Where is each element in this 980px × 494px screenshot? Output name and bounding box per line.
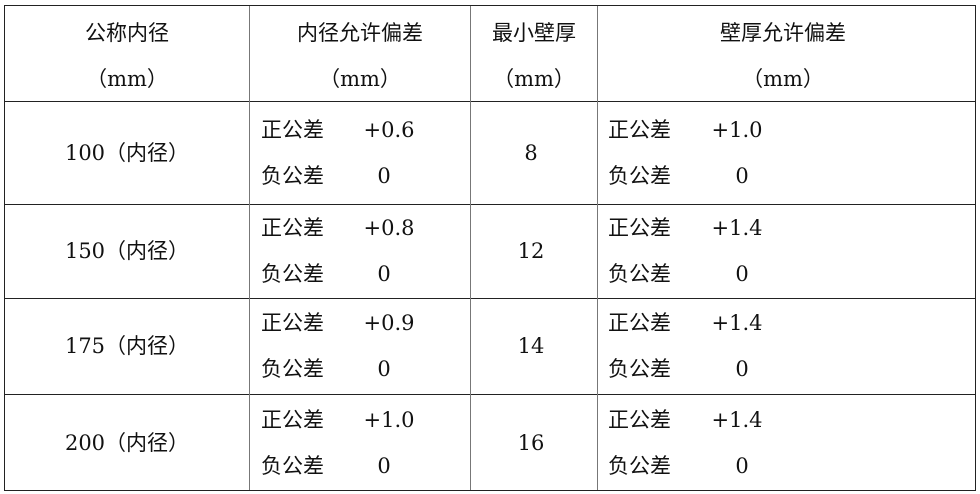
inner-diameter-positive-tolerance: +0.6	[363, 117, 415, 142]
minimum-wall-thickness: 12	[517, 239, 545, 263]
negative-tolerance-label: 负公差	[261, 357, 324, 381]
negative-tolerance-label: 负公差	[608, 454, 671, 478]
negative-tolerance-label: 负公差	[261, 454, 324, 478]
positive-tolerance-label: 正公差	[608, 117, 671, 142]
wall-positive-tolerance: +1.0	[711, 117, 763, 142]
wall-positive-tolerance: +1.4	[711, 311, 763, 335]
row-divider	[5, 204, 975, 205]
minimum-wall-thickness: 14	[517, 334, 545, 358]
inner-diameter-negative-tolerance: 0	[377, 262, 391, 286]
positive-tolerance-label: 正公差	[261, 117, 324, 142]
wall-negative-tolerance: 0	[735, 454, 749, 478]
row-divider	[5, 101, 975, 102]
inner-diameter-negative-tolerance: 0	[377, 357, 391, 381]
inner-diameter-positive-tolerance: +1.0	[363, 408, 415, 432]
inner-diameter-positive-tolerance: +0.8	[363, 216, 415, 240]
negative-tolerance-label: 负公差	[608, 357, 671, 381]
minimum-wall-thickness: 8	[524, 140, 538, 165]
positive-tolerance-label: 正公差	[261, 311, 324, 335]
positive-tolerance-label: 正公差	[261, 216, 324, 240]
wall-positive-tolerance: +1.4	[711, 408, 763, 432]
header-unit: （mm）	[742, 67, 824, 91]
header-title: 壁厚允许偏差	[720, 21, 846, 45]
nominal-diameter: 200（内径）	[64, 431, 190, 455]
header-title: 最小壁厚	[492, 21, 576, 45]
header-title: 公称内径	[85, 21, 169, 45]
header-unit: （mm）	[493, 67, 575, 91]
negative-tolerance-label: 负公差	[608, 262, 671, 286]
positive-tolerance-label: 正公差	[608, 311, 671, 335]
column-divider	[597, 6, 598, 490]
tolerance-table: 公称内径 （mm） 内径允许偏差 （mm） 最小壁厚 （mm） 壁厚允许偏差 （mm） 100（…	[4, 5, 976, 491]
wall-positive-tolerance: +1.4	[711, 216, 763, 240]
inner-diameter-positive-tolerance: +0.9	[363, 311, 415, 335]
inner-diameter-negative-tolerance: 0	[377, 163, 391, 188]
negative-tolerance-label: 负公差	[608, 163, 671, 188]
column-divider	[249, 6, 250, 490]
row-divider	[5, 298, 975, 299]
column-divider	[470, 6, 471, 490]
negative-tolerance-label: 负公差	[261, 262, 324, 286]
nominal-diameter: 150（内径）	[64, 239, 190, 263]
negative-tolerance-label: 负公差	[261, 163, 324, 188]
inner-diameter-negative-tolerance: 0	[377, 454, 391, 478]
header-unit: （mm）	[319, 67, 401, 91]
row-divider	[5, 394, 975, 395]
wall-negative-tolerance: 0	[735, 163, 749, 188]
header-title: 内径允许偏差	[297, 21, 423, 45]
header-unit: （mm）	[86, 67, 168, 91]
positive-tolerance-label: 正公差	[608, 216, 671, 240]
wall-negative-tolerance: 0	[735, 357, 749, 381]
positive-tolerance-label: 正公差	[608, 408, 671, 432]
nominal-diameter: 100（内径）	[64, 140, 190, 165]
positive-tolerance-label: 正公差	[261, 408, 324, 432]
minimum-wall-thickness: 16	[517, 431, 545, 455]
wall-negative-tolerance: 0	[735, 262, 749, 286]
nominal-diameter: 175（内径）	[64, 334, 190, 358]
